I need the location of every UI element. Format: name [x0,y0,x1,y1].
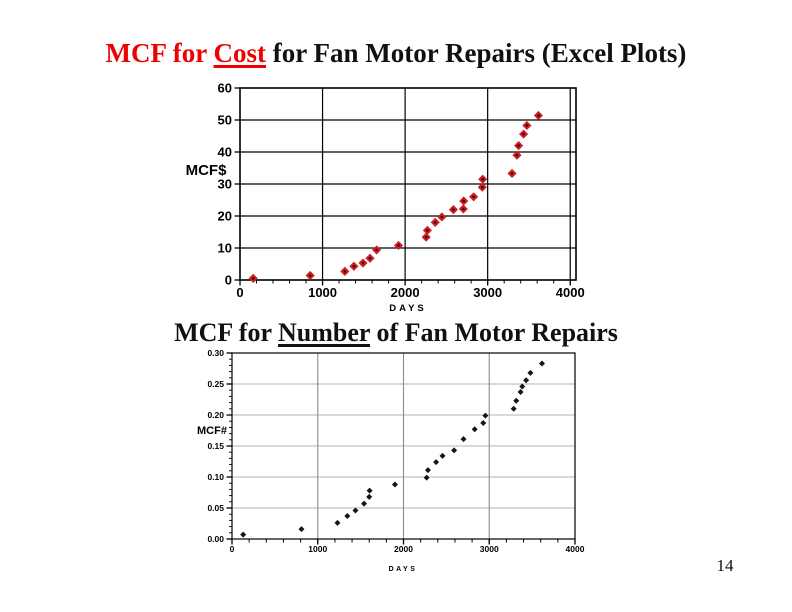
data-point-diamond [510,405,517,412]
svg-text:60: 60 [218,81,232,96]
number-mcf-scatter-chart: 0 1000 2000 3000 4000 0.00 0.05 0.10 0.15 0.20 0.2… [197,348,585,573]
data-point-diamond [451,447,458,454]
svg-text:0.00: 0.00 [207,534,224,544]
data-point-diamond [352,507,359,514]
data-point-diamond [527,369,534,376]
data-point-diamond [298,526,305,533]
svg-text:0.25: 0.25 [207,379,224,389]
data-point-diamond [460,436,467,443]
svg-text:0.05: 0.05 [207,503,224,513]
data-point-diamond [366,493,373,500]
cost-mcf-scatter-chart: 0 1000 2000 3000 4000 0 10 20 30 40 50 60 MCF$ DAYS [186,81,585,314]
svg-text:40: 40 [218,145,232,160]
title-segment-underlined: Cost [213,38,267,68]
svg-text:2000: 2000 [391,285,420,300]
data-point-diamond [513,397,520,404]
data-point-diamond [471,426,478,433]
data-point-diamond [482,412,489,419]
title-segment: of Fan Motor Repairs [370,318,618,347]
data-point-diamond [366,487,373,494]
svg-text:0: 0 [225,273,232,288]
data-point-diamond [538,360,545,367]
data-point-diamond [433,459,440,466]
svg-text:20: 20 [218,209,232,224]
svg-text:0.30: 0.30 [207,348,224,358]
number-chart-title: MCF for Number of Fan Motor Repairs [0,318,792,348]
svg-text:10: 10 [218,241,232,256]
svg-text:0: 0 [236,285,243,300]
svg-text:3000: 3000 [473,285,502,300]
svg-text:4000: 4000 [566,544,585,554]
data-point-diamond [439,452,446,459]
data-point-diamond [480,420,487,427]
title-segment: MCF for [174,318,279,347]
svg-text:1000: 1000 [308,285,337,300]
svg-text:1000: 1000 [308,544,327,554]
data-point-diamond [344,513,351,520]
data-point-diamond [519,383,526,390]
svg-text:30: 30 [218,177,232,192]
data-point-diamond [361,500,368,507]
data-point-diamond [423,474,430,481]
svg-text:3000: 3000 [480,544,499,554]
svg-text:0.20: 0.20 [207,410,224,420]
data-point-diamond [517,389,524,396]
title-segment: MCF for [105,38,214,68]
svg-text:0.15: 0.15 [207,441,224,451]
data-point-diamond [424,467,431,474]
svg-text:MCF$: MCF$ [186,162,227,179]
page-number: 14 [716,556,734,575]
data-point-diamond [334,519,341,526]
data-point-diamond [391,481,398,488]
title-segment-underlined: Number [278,318,370,347]
data-point-diamond [523,377,530,384]
title-segment: for Fan Motor Repairs (Excel Plots) [266,38,687,68]
svg-text:DAYS: DAYS [389,303,427,314]
svg-text:DAYS: DAYS [389,566,418,573]
svg-text:50: 50 [218,113,232,128]
svg-text:0: 0 [230,544,235,554]
svg-text:4000: 4000 [556,285,585,300]
svg-text:MCF#: MCF# [197,425,227,437]
svg-text:0.10: 0.10 [207,472,224,482]
svg-text:2000: 2000 [394,544,413,554]
data-point-diamond [240,531,247,538]
cost-chart-title: MCF for Cost for Fan Motor Repairs (Exce… [0,38,792,69]
